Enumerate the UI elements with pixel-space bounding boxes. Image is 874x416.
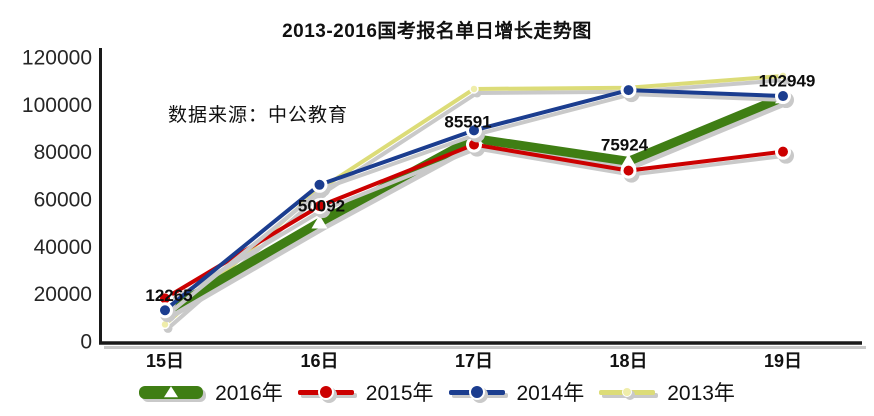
x-tick-label: 19日 [764, 351, 802, 371]
legend-marker-2013-icon [599, 387, 656, 397]
y-tick-label: 120000 [22, 47, 92, 70]
y-tick-label: 100000 [22, 94, 92, 117]
legend-item-2014: 2014年 [448, 377, 585, 407]
legend-item-2015: 2015年 [297, 377, 434, 407]
circle-marker-icon [775, 143, 791, 160]
circle-marker-icon [311, 176, 328, 193]
x-tick-label: 17日 [455, 351, 493, 371]
chart-legend: 2016年 2015年 2014年 2013年 [0, 377, 874, 407]
y-tick-label: 80000 [34, 141, 92, 164]
legend-label-2013: 2013年 [667, 382, 735, 405]
x-tick-label: 18日 [609, 351, 647, 371]
circle-marker-icon [311, 198, 328, 215]
legend-item-2013: 2013年 [599, 377, 735, 407]
circle-marker-icon [778, 71, 788, 81]
source-note: 数据来源：中公教育 [168, 105, 349, 126]
circle-marker-icon [469, 84, 479, 94]
circle-marker-icon [620, 82, 637, 99]
y-tick-label: 0 [80, 331, 92, 354]
circle-marker-icon [622, 387, 633, 397]
legend-marker-2014-icon [448, 384, 505, 400]
legend-item-2016: 2016年 [139, 377, 283, 407]
data-label: 12265 [145, 286, 192, 305]
triangle-marker-icon [311, 214, 328, 229]
data-label: 75924 [601, 135, 649, 154]
triangle-marker-icon [164, 386, 179, 398]
legend-label-2014: 2014年 [516, 382, 585, 405]
legend-label-2016: 2016年 [215, 382, 283, 405]
y-tick-label: 60000 [34, 189, 92, 212]
circle-marker-icon [620, 162, 637, 179]
legend-label-2015: 2015年 [365, 382, 434, 405]
circle-marker-icon [317, 384, 334, 400]
x-tick-label: 16日 [300, 351, 338, 371]
circle-marker-icon [775, 88, 791, 105]
chart-title: 2013-2016国考报名单日增长走势图 [282, 21, 592, 42]
legend-marker-2016-icon [139, 385, 204, 399]
y-tick-label: 40000 [34, 236, 92, 259]
data-label: 102949 [759, 71, 816, 90]
series-shadow-2015年 [166, 146, 787, 305]
circle-marker-icon [468, 384, 485, 400]
data-label: 85591 [444, 112, 491, 131]
circle-marker-icon [466, 122, 482, 139]
circle-marker-icon [157, 302, 173, 319]
y-tick-label: 20000 [34, 283, 92, 306]
legend-marker-2015-icon [297, 384, 354, 400]
x-tick-label: 15日 [146, 351, 184, 371]
data-label: 50092 [298, 196, 345, 215]
